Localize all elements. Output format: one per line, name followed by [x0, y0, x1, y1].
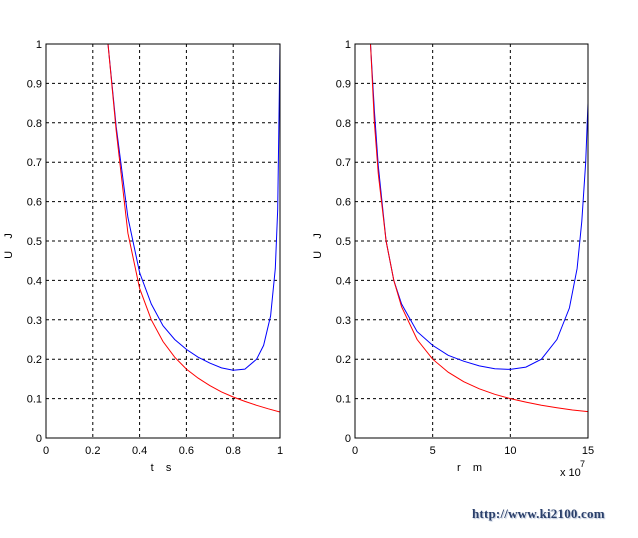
y-tick-label: 0.2	[27, 354, 42, 366]
x-tick-label: 1	[277, 445, 283, 457]
y-tick-label: 0.1	[27, 394, 42, 406]
series-line	[107, 44, 280, 413]
x-tick-label: 0.4	[132, 445, 147, 457]
x-tick-label: 15	[582, 445, 594, 457]
y-tick-label: 0.3	[336, 315, 351, 327]
y-tick-label: 0.1	[336, 394, 351, 406]
y-tick-label: 0.7	[336, 157, 351, 169]
series-line	[107, 44, 280, 371]
x-tick-label: 10	[504, 445, 516, 457]
y-axis-label: U J	[3, 233, 15, 259]
y-tick-label: 0.6	[27, 197, 42, 209]
x-tick-label: 5	[430, 445, 436, 457]
y-tick-label: 0.8	[336, 118, 351, 130]
y-tick-label: 0.2	[336, 354, 351, 366]
x-tick-label: 0.8	[226, 445, 241, 457]
y-tick-label: 0.3	[27, 315, 42, 327]
right-x-multiplier-exponent: 7	[580, 459, 585, 469]
y-tick-label: 1	[345, 39, 351, 51]
x-tick-label: 0	[43, 445, 49, 457]
axes-box	[45, 43, 281, 439]
y-tick-label: 0.5	[27, 236, 42, 248]
x-tick-label: 0	[352, 445, 358, 457]
y-tick-label: 0.8	[27, 118, 42, 130]
y-tick-label: 0.9	[27, 78, 42, 90]
x-axis-label: t s	[151, 462, 172, 474]
y-tick-label: 0.5	[336, 236, 351, 248]
right-x-multiplier: x 10	[560, 467, 581, 479]
series-line	[370, 44, 588, 370]
y-tick-label: 0.9	[336, 78, 351, 90]
x-tick-label: 0.6	[179, 445, 194, 457]
right-chart-panel: 0 5 10 15 0 0.1 0.2 0.3 0.4 0.5 0.6 0.7 0.8 0.9 1 r m U …	[312, 39, 594, 474]
y-tick-label: 0	[36, 433, 42, 445]
y-tick-label: 0.4	[27, 275, 42, 287]
y-tick-label: 1	[36, 39, 42, 51]
y-tick-label: 0	[345, 433, 351, 445]
watermark-url: http://www.ki2100.com	[472, 506, 605, 521]
y-axis-label: U J	[312, 233, 324, 259]
x-axis-label: r m	[457, 462, 482, 474]
series-line	[370, 44, 588, 413]
x-tick-label: 0.2	[85, 445, 100, 457]
y-tick-label: 0.6	[336, 197, 351, 209]
y-tick-label: 0.7	[27, 157, 42, 169]
axes-box	[354, 43, 589, 439]
y-tick-label: 0.4	[336, 275, 351, 287]
left-chart-panel: 0 0.2 0.4 0.6 0.8 1 0 0.1 0.2 0.3 0.4 0.5 0.6 0.7 0.8 0…	[3, 39, 283, 474]
